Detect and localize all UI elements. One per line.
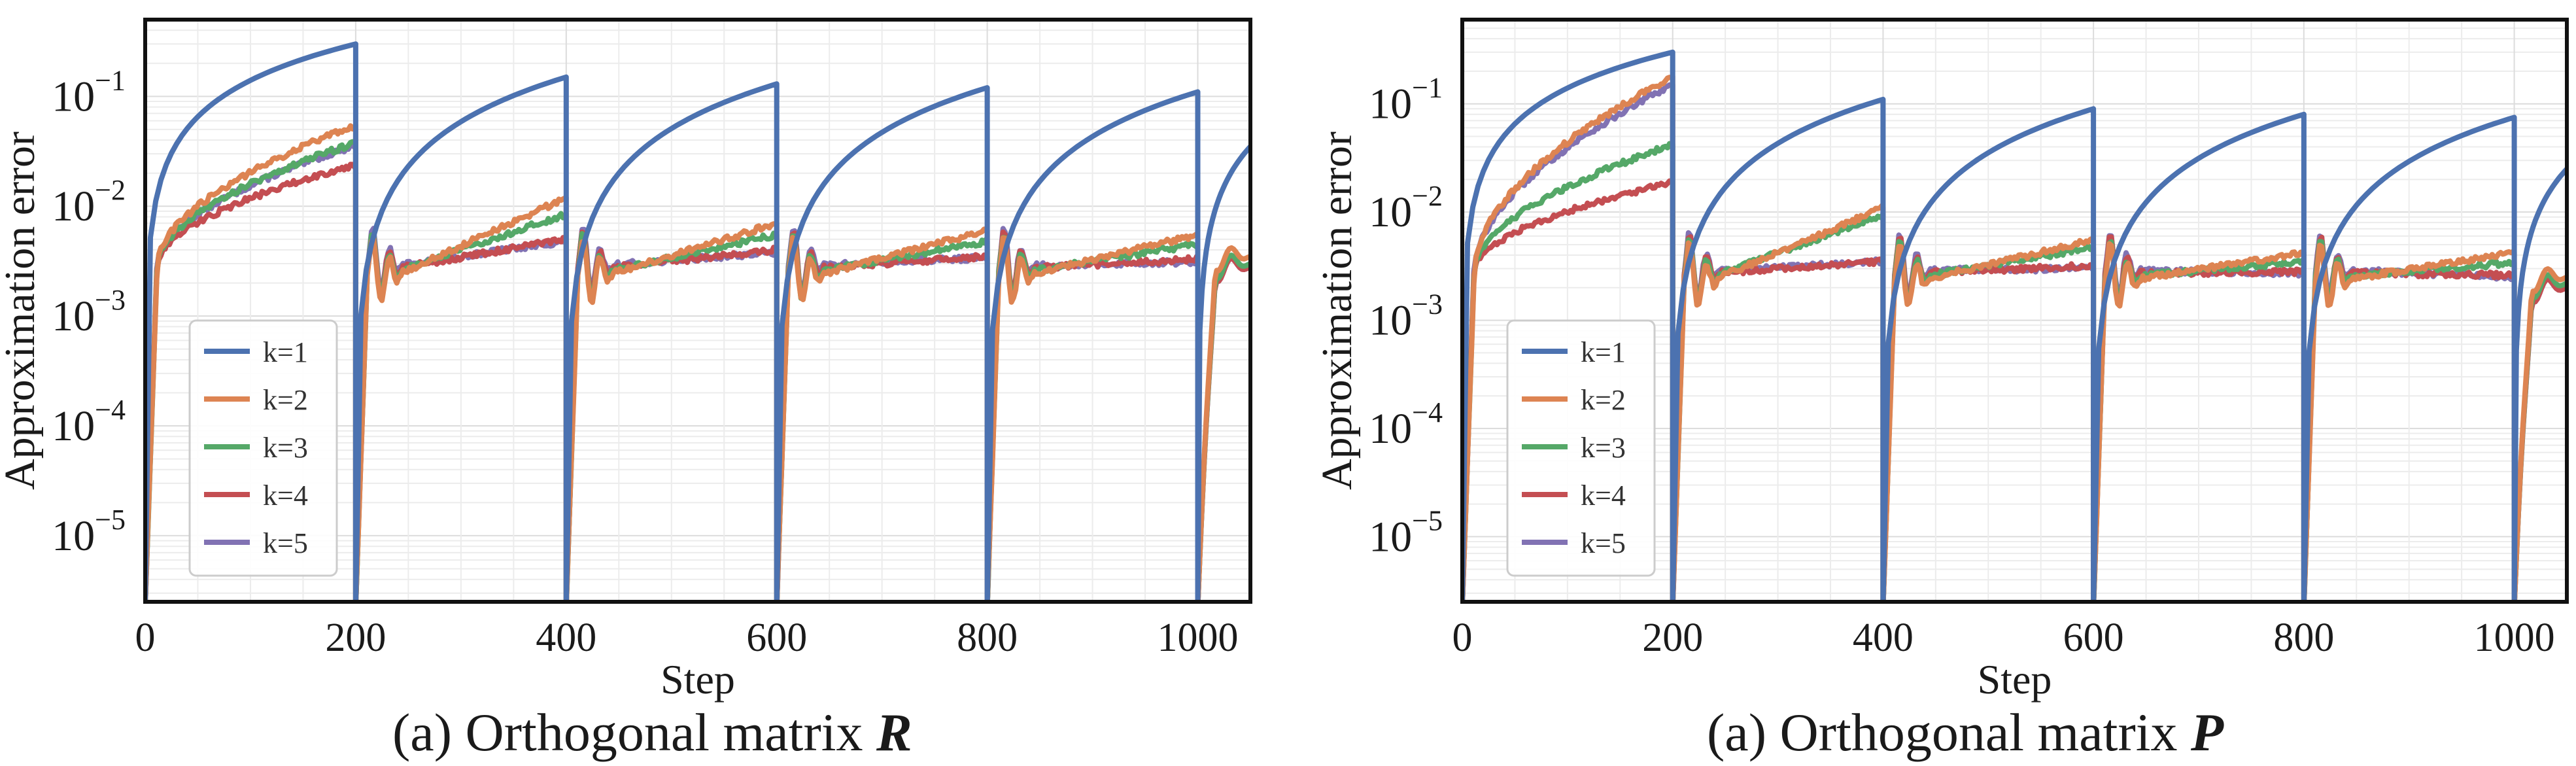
legend-label: k=3 — [263, 432, 308, 464]
x-tick-label: 0 — [135, 616, 156, 660]
caption-left-symbol: R — [876, 703, 912, 762]
legend-box — [1506, 319, 1656, 577]
plot-frame-right — [1460, 18, 2569, 604]
x-axis-label: Step — [1978, 656, 2052, 703]
legend-label: k=4 — [263, 479, 308, 512]
x-tick-label: 800 — [957, 616, 1018, 660]
legend-label: k=3 — [1581, 432, 1626, 464]
legend-label: k=1 — [263, 336, 308, 368]
y-axis-label: Approximation error — [0, 131, 44, 490]
caption-right-text: (a) Orthogonal matrix — [1707, 703, 2178, 762]
legend-label: k=2 — [1581, 384, 1626, 416]
caption-right: (a) Orthogonal matrix P — [1707, 703, 2224, 762]
caption-right-symbol: P — [2191, 703, 2224, 762]
series-line-k1 — [145, 41, 1250, 602]
y-tick-label: 10−3 — [1369, 288, 1443, 345]
y-axis-label: Approximation error — [1313, 131, 1361, 490]
x-tick-label: 400 — [536, 616, 596, 660]
x-axis-label: Step — [661, 656, 735, 703]
legend-left: k=1 k=2 k=3 k=4 k=5 — [188, 319, 338, 577]
y-tick-label: 10−4 — [52, 394, 126, 450]
y-tick-label: 10−1 — [52, 64, 126, 120]
panel-left: 0 200 400 600 800 1000 10−5 10−4 10−3 10−2 10−1 Ste… — [0, 18, 1252, 703]
legend-label: k=1 — [1581, 336, 1626, 368]
caption-left: (a) Orthogonal matrix R — [392, 703, 912, 762]
x-tick-label: 600 — [2063, 616, 2124, 660]
panel-right: 0 200 400 600 800 1000 10−5 10−4 10−3 10−2 10−1 Ste… — [1313, 18, 2569, 703]
legend-right: k=1 k=2 k=3 k=4 k=5 — [1506, 319, 1656, 577]
y-tick-label: 10−4 — [1369, 396, 1443, 453]
series-group-left — [145, 41, 1250, 602]
legend-box — [188, 319, 338, 577]
legend-label: k=5 — [1581, 527, 1626, 559]
x-tick-label: 1000 — [1158, 616, 1239, 660]
series-line-k2 — [1462, 73, 2567, 602]
x-tick-label: 800 — [2273, 616, 2334, 660]
y-tick-label: 10−2 — [52, 174, 126, 230]
legend-label: k=4 — [1581, 479, 1626, 512]
legend-label: k=2 — [263, 384, 308, 416]
plot-frame-left — [143, 18, 1252, 604]
x-tick-label: 1000 — [2474, 616, 2555, 660]
x-tick-label: 600 — [746, 616, 807, 660]
y-tick-label: 10−1 — [1369, 72, 1443, 128]
y-tick-label: 10−3 — [52, 284, 126, 340]
x-tick-label: 0 — [1452, 616, 1473, 660]
y-tick-label: 10−2 — [1369, 180, 1443, 236]
x-tick-label: 400 — [1853, 616, 1914, 660]
y-tick-label: 10−5 — [1369, 504, 1443, 561]
series-line-k1 — [1462, 49, 2567, 602]
series-group-right — [1462, 49, 2567, 602]
series-line-k2 — [145, 122, 1250, 602]
x-tick-label: 200 — [325, 616, 386, 660]
caption-left-text: (a) Orthogonal matrix — [392, 703, 863, 762]
legend-label: k=5 — [263, 527, 308, 559]
x-tick-label: 200 — [1642, 616, 1703, 660]
y-tick-label: 10−5 — [52, 504, 126, 560]
